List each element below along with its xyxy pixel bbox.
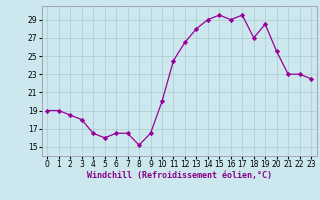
X-axis label: Windchill (Refroidissement éolien,°C): Windchill (Refroidissement éolien,°C) (87, 171, 272, 180)
